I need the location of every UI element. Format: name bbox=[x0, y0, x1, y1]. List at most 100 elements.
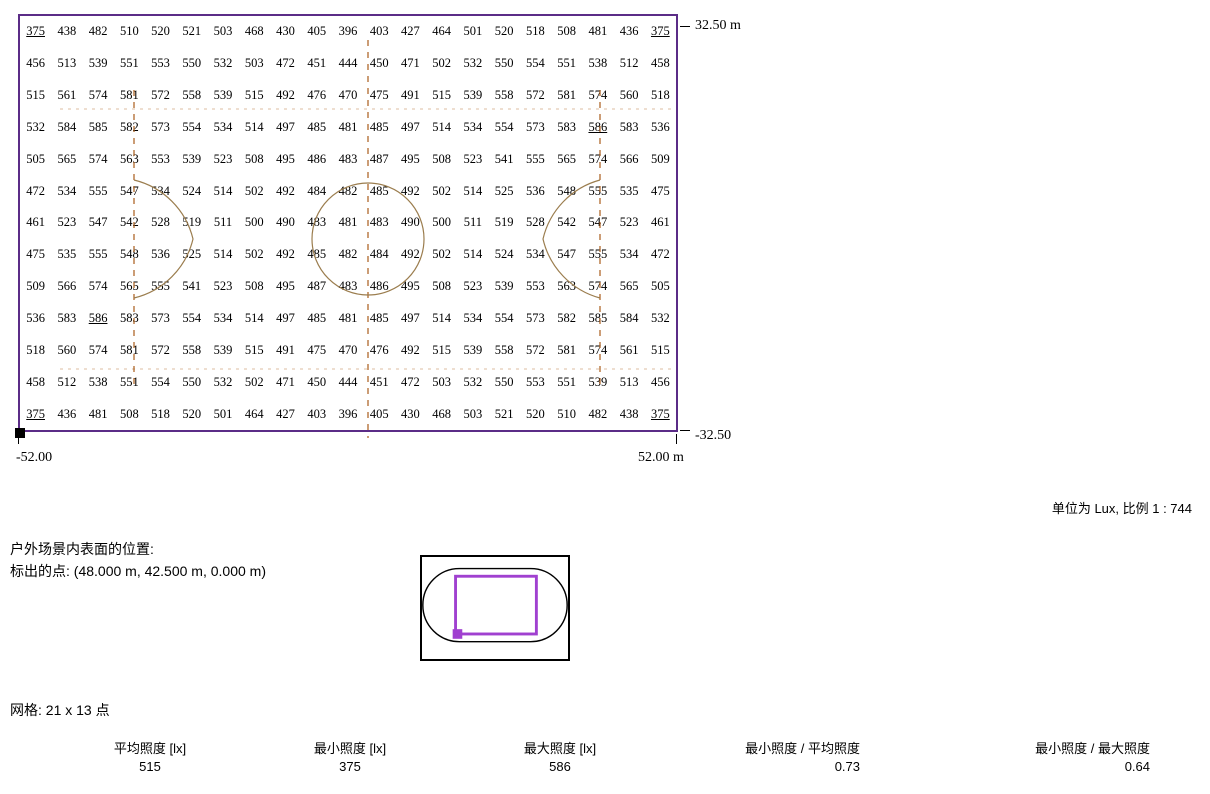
grid-cell: 486 bbox=[301, 143, 332, 175]
grid-cell: 514 bbox=[239, 112, 270, 144]
grid-cell: 492 bbox=[395, 175, 426, 207]
stat-max-header: 最大照度 [lx] bbox=[470, 738, 650, 757]
grid-cell: 375 bbox=[645, 16, 676, 48]
grid-cell: 472 bbox=[270, 48, 301, 80]
grid-cell: 470 bbox=[332, 334, 363, 366]
grid-cell: 541 bbox=[489, 143, 520, 175]
grid-cell: 520 bbox=[145, 16, 176, 48]
grid-cell: 528 bbox=[145, 207, 176, 239]
grid-cell: 542 bbox=[551, 207, 582, 239]
grid-cell: 555 bbox=[582, 175, 613, 207]
grid-cell: 495 bbox=[395, 271, 426, 303]
grid-cell: 481 bbox=[332, 303, 363, 335]
grid-cell: 458 bbox=[20, 366, 51, 398]
grid-cell: 509 bbox=[20, 271, 51, 303]
y-tick-bottom bbox=[680, 430, 690, 431]
grid-cell: 470 bbox=[332, 80, 363, 112]
grid-cell: 553 bbox=[520, 366, 551, 398]
grid-cell: 492 bbox=[395, 334, 426, 366]
grid-cell: 461 bbox=[20, 207, 51, 239]
grid-cell: 539 bbox=[207, 80, 238, 112]
grid-cell: 534 bbox=[207, 303, 238, 335]
grid-cell: 471 bbox=[270, 366, 301, 398]
grid-cell: 501 bbox=[457, 16, 488, 48]
grid-cell: 574 bbox=[82, 271, 113, 303]
grid-cell: 520 bbox=[176, 398, 207, 430]
grid-cell: 565 bbox=[613, 271, 644, 303]
y-tick-top bbox=[680, 26, 690, 27]
grid-cell: 532 bbox=[645, 303, 676, 335]
grid-cell: 444 bbox=[332, 366, 363, 398]
grid-cell: 536 bbox=[645, 112, 676, 144]
grid-cell: 582 bbox=[551, 303, 582, 335]
grid-cell: 495 bbox=[395, 143, 426, 175]
grid-cell: 503 bbox=[207, 16, 238, 48]
grid-cell: 551 bbox=[114, 48, 145, 80]
grid-cell: 491 bbox=[270, 334, 301, 366]
grid-cell: 524 bbox=[489, 239, 520, 271]
grid-cell: 561 bbox=[51, 80, 82, 112]
grid-cell: 560 bbox=[613, 80, 644, 112]
grid-cell: 565 bbox=[551, 143, 582, 175]
grid-cell: 539 bbox=[82, 48, 113, 80]
grid-cell: 572 bbox=[520, 334, 551, 366]
grid-cell: 502 bbox=[239, 239, 270, 271]
grid-cell: 511 bbox=[207, 207, 238, 239]
grid-cell: 572 bbox=[145, 334, 176, 366]
grid-cell: 532 bbox=[457, 366, 488, 398]
grid-cell: 520 bbox=[489, 16, 520, 48]
grid-cell: 514 bbox=[207, 175, 238, 207]
grid-cell: 375 bbox=[20, 398, 51, 430]
grid-cell: 468 bbox=[426, 398, 457, 430]
grid-cell: 538 bbox=[582, 48, 613, 80]
grid-cell: 502 bbox=[239, 175, 270, 207]
grid-cell: 500 bbox=[239, 207, 270, 239]
grid-cell: 525 bbox=[176, 239, 207, 271]
grid-cell: 528 bbox=[520, 207, 551, 239]
grid-cell: 584 bbox=[51, 112, 82, 144]
x-tick-right bbox=[676, 434, 677, 444]
grid-cell: 538 bbox=[82, 366, 113, 398]
units-label: 单位为 Lux, 比例 1 : 744 bbox=[1052, 498, 1192, 517]
grid-cell: 551 bbox=[551, 48, 582, 80]
grid-cell: 485 bbox=[301, 112, 332, 144]
grid-cell: 508 bbox=[239, 271, 270, 303]
grid-cell: 532 bbox=[457, 48, 488, 80]
thumbnail-panel bbox=[420, 555, 570, 661]
illuminance-grid-panel: 3754384825105205215034684304053964034274… bbox=[18, 14, 678, 432]
grid-cell: 542 bbox=[114, 207, 145, 239]
grid-cell: 525 bbox=[489, 175, 520, 207]
grid-cell: 555 bbox=[145, 271, 176, 303]
grid-cell: 586 bbox=[582, 112, 613, 144]
grid-cell: 550 bbox=[489, 48, 520, 80]
grid-cell: 541 bbox=[176, 271, 207, 303]
grid-cell: 563 bbox=[551, 271, 582, 303]
grid-cell: 539 bbox=[457, 334, 488, 366]
grid-cell: 519 bbox=[489, 207, 520, 239]
grid-cell: 581 bbox=[551, 80, 582, 112]
grid-cell: 487 bbox=[301, 271, 332, 303]
grid-cell: 574 bbox=[82, 334, 113, 366]
marked-point: 标出的点: (48.000 m, 42.500 m, 0.000 m) bbox=[10, 560, 266, 582]
grid-cell: 566 bbox=[51, 271, 82, 303]
grid-cell: 514 bbox=[457, 239, 488, 271]
grid-cell: 490 bbox=[270, 207, 301, 239]
grid-cell: 497 bbox=[395, 303, 426, 335]
grid-cell: 503 bbox=[457, 398, 488, 430]
grid-cell: 511 bbox=[457, 207, 488, 239]
grid-cell: 554 bbox=[489, 303, 520, 335]
grid-cell: 403 bbox=[364, 16, 395, 48]
grid-cell: 514 bbox=[239, 303, 270, 335]
grid-cell: 573 bbox=[520, 303, 551, 335]
grid-cell: 508 bbox=[239, 143, 270, 175]
grid-cell: 486 bbox=[364, 271, 395, 303]
stat-min-value: 375 bbox=[260, 759, 440, 774]
grid-cell: 521 bbox=[489, 398, 520, 430]
grid-cell: 550 bbox=[176, 48, 207, 80]
stat-min-avg: 最小照度 / 平均照度 0.73 bbox=[720, 738, 860, 774]
description-block: 户外场景内表面的位置: 标出的点: (48.000 m, 42.500 m, 0… bbox=[10, 538, 266, 583]
grid-cell: 487 bbox=[364, 143, 395, 175]
grid-cell: 582 bbox=[114, 112, 145, 144]
grid-cell: 554 bbox=[145, 366, 176, 398]
grid-cell: 514 bbox=[426, 303, 457, 335]
